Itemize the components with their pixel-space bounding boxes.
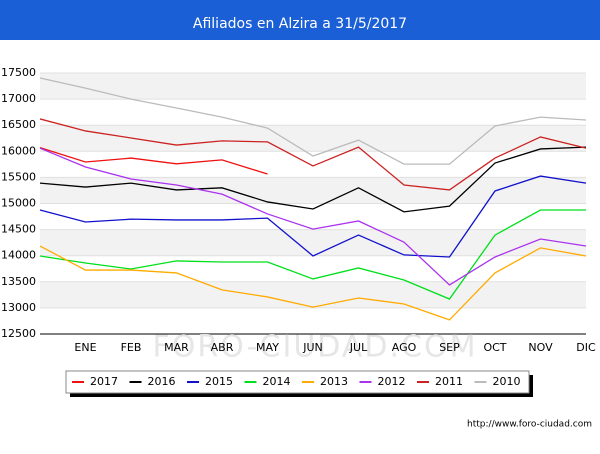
legend: 2017 2016 2015 2014 2013 2012 2011 2010	[72, 375, 521, 388]
x-tick-label: DIC	[576, 341, 596, 354]
y-tick-label: 14500	[1, 223, 36, 236]
x-tick-label: JUL	[349, 341, 368, 354]
legend-label: 2011	[435, 375, 463, 388]
grid-band	[40, 281, 586, 308]
legend-label: 2012	[378, 375, 406, 388]
y-tick-label: 13000	[1, 301, 36, 314]
series-line	[39, 146, 587, 213]
x-tick-label: SEP	[439, 341, 460, 354]
series-line	[39, 175, 587, 258]
x-tick-label: MAY	[256, 341, 279, 354]
grid-band	[40, 73, 586, 100]
x-tick-label: AGO	[392, 341, 417, 354]
x-tick-label: ABR	[211, 341, 234, 354]
y-tick-label: 14000	[1, 249, 36, 262]
x-tick-label: MAR	[164, 341, 189, 354]
y-tick-label: 15000	[1, 197, 36, 210]
legend-label: 2016	[148, 375, 176, 388]
series-line	[39, 118, 587, 191]
legend-box	[65, 370, 530, 394]
legend-label: 2017	[90, 375, 118, 388]
legend-label: 2013	[320, 375, 348, 388]
x-tick-label: FEB	[121, 341, 142, 354]
series-line	[39, 147, 587, 286]
y-tick-label: 17500	[1, 66, 36, 79]
series-line	[39, 209, 586, 300]
x-tick-label: JUN	[302, 341, 323, 354]
legend-label: 2014	[263, 375, 291, 388]
y-tick-label: 16000	[1, 144, 36, 157]
y-tick-label: 15500	[1, 170, 36, 183]
grid-band	[40, 177, 586, 204]
series-line	[39, 147, 268, 175]
y-tick-label: 17000	[1, 92, 36, 105]
x-tick-label: ENE	[74, 341, 96, 354]
grid-band	[40, 229, 586, 256]
grid-band	[40, 125, 586, 152]
chart-title: Afiliados en Alzira a 31/5/2017	[193, 16, 407, 32]
watermark: FORO-CIUDAD.COM	[153, 330, 478, 365]
header	[0, 0, 600, 40]
y-tick-label: 12500	[1, 327, 36, 340]
series-line	[39, 245, 587, 321]
y-tick-label: 16500	[1, 118, 36, 131]
legend-label: 2010	[493, 375, 521, 388]
x-tick-label: OCT	[483, 341, 506, 354]
legend-label: 2015	[205, 375, 233, 388]
series-line	[39, 77, 587, 165]
source: http://www.foro-ciudad.com	[467, 420, 592, 430]
x-tick-label: NOV	[528, 341, 553, 354]
y-tick-label: 13500	[1, 275, 36, 288]
plot	[39, 72, 587, 335]
